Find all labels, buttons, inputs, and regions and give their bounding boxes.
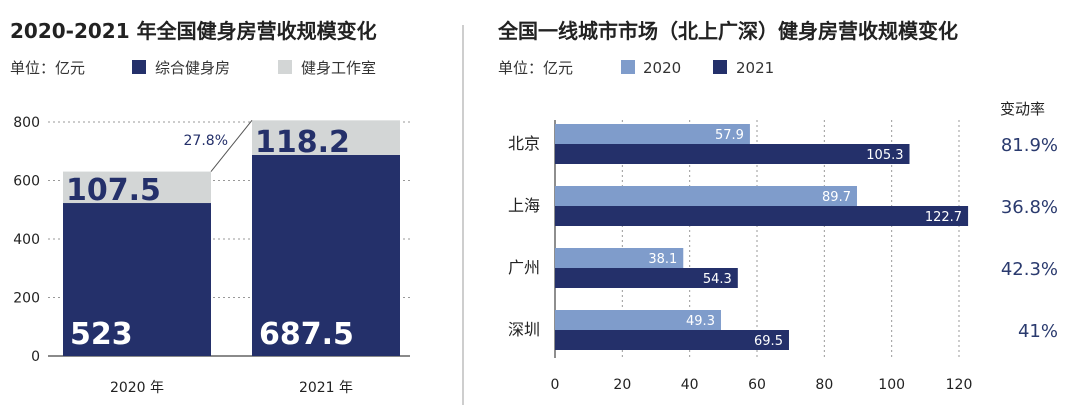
- x-tick-label: 20: [613, 377, 631, 393]
- bar-2020: [555, 124, 750, 144]
- bar-2020: [555, 186, 857, 206]
- legend-swatch-studio: [278, 60, 292, 74]
- data-label-2021: 122.7: [925, 210, 962, 225]
- change-rate-value: 81.9%: [1001, 135, 1058, 156]
- x-tick-label: 0: [551, 377, 560, 393]
- category-label: 广州: [508, 258, 540, 277]
- growth-rate-label: 27.8%: [184, 133, 228, 149]
- data-label-studio: 107.5: [66, 173, 161, 208]
- x-tick-label: 80: [815, 377, 833, 393]
- bar-2020: [555, 248, 684, 268]
- legend-swatch-gym: [132, 60, 146, 74]
- bar-segment-gym: [252, 154, 400, 356]
- data-label-2020: 38.1: [648, 252, 677, 267]
- x-category-label: 2021 年: [299, 380, 353, 396]
- right-unit-label: 单位：亿元: [498, 59, 573, 77]
- growth-connector-line: [210, 120, 253, 172]
- bar-2021: [555, 144, 910, 164]
- data-label-gym: 523: [70, 317, 133, 352]
- legend-swatch-2020: [621, 60, 635, 74]
- category-label: 上海: [508, 196, 540, 215]
- x-tick-label: 60: [748, 377, 766, 393]
- right-chart-title: 全国一线城市市场（北上广深）健身房营收规模变化: [497, 19, 958, 43]
- y-tick-label: 600: [13, 174, 40, 190]
- y-tick-label: 0: [31, 349, 40, 365]
- bar-segment-studio: [63, 171, 211, 204]
- data-label-2020: 57.9: [715, 128, 744, 143]
- change-rate-value: 36.8%: [1001, 197, 1058, 218]
- x-tick-label: 120: [946, 377, 973, 393]
- data-label-gym: 687.5: [259, 317, 354, 352]
- change-rate-value: 42.3%: [1001, 259, 1058, 280]
- y-tick-label: 200: [13, 291, 40, 307]
- right-horizontal-bar-chart: 0 20 40 60 80 100 120 57.9 105.3 北京 81.9% 89.7 122.7…: [508, 120, 1058, 393]
- bar-2021: [555, 268, 738, 288]
- category-label: 深圳: [508, 320, 540, 339]
- bar-2021: [555, 330, 789, 350]
- legend-swatch-2021: [713, 60, 727, 74]
- bar-segment-gym: [63, 203, 211, 356]
- left-chart-title: 2020-2021 年全国健身房营收规模变化: [10, 19, 377, 43]
- data-label-2021: 105.3: [866, 148, 903, 163]
- bar-2021: [555, 206, 969, 226]
- x-tick-label: 40: [681, 377, 699, 393]
- data-label-2021: 54.3: [703, 272, 732, 287]
- bar-2020: [555, 310, 721, 330]
- data-label-2021: 69.5: [754, 334, 783, 349]
- x-category-label: 2020 年: [110, 380, 164, 396]
- data-label-2020: 49.3: [686, 314, 715, 329]
- y-tick-label: 800: [13, 115, 40, 131]
- change-rate-value: 41%: [1018, 321, 1058, 342]
- data-label-2020: 89.7: [822, 190, 851, 205]
- legend-label-gym: 综合健身房: [155, 59, 230, 77]
- left-stacked-bar-chart: 0 200 400 600 800 523 107.5 2020 年 687.5 118.2 202…: [13, 115, 410, 396]
- rate-header: 变动率: [1000, 100, 1045, 118]
- legend-label-2020: 2020: [643, 59, 681, 77]
- legend-label-2021: 2021: [736, 59, 774, 77]
- category-label: 北京: [508, 134, 540, 153]
- y-tick-label: 400: [13, 232, 40, 248]
- bar-segment-studio: [252, 120, 400, 155]
- x-tick-label: 100: [878, 377, 905, 393]
- left-unit-label: 单位：亿元: [10, 59, 85, 77]
- data-label-studio: 118.2: [255, 125, 350, 160]
- legend-label-studio: 健身工作室: [301, 59, 376, 77]
